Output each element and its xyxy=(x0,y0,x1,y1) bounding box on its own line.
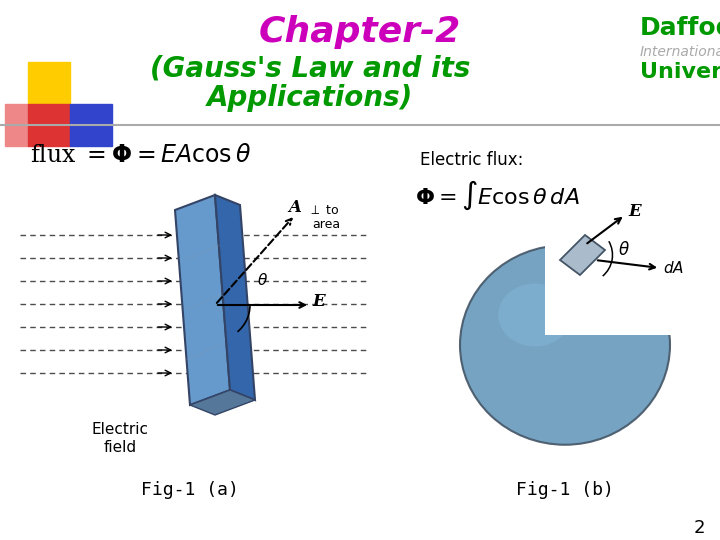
Polygon shape xyxy=(560,235,605,275)
Text: Fig-1 (b): Fig-1 (b) xyxy=(516,481,614,499)
Text: A: A xyxy=(288,199,301,217)
Bar xyxy=(70,104,112,146)
Text: Chapter-2: Chapter-2 xyxy=(259,15,461,49)
Polygon shape xyxy=(545,230,680,334)
Ellipse shape xyxy=(460,245,670,445)
Text: $\theta$: $\theta$ xyxy=(618,241,630,259)
Polygon shape xyxy=(190,390,255,415)
Text: $\perp$ to: $\perp$ to xyxy=(308,204,339,217)
Bar xyxy=(28,62,70,104)
Text: 2: 2 xyxy=(693,519,705,537)
Text: Electric flux:: Electric flux: xyxy=(420,151,523,169)
Text: field: field xyxy=(104,441,137,456)
Ellipse shape xyxy=(498,284,572,347)
Text: $\mathbf{\Phi} = \int \mathit{E} \cos\theta\,\mathit{dA}$: $\mathbf{\Phi} = \int \mathit{E} \cos\th… xyxy=(415,178,580,212)
Text: flux $= \mathbf{\Phi} = \mathit{EA}\cos\theta$: flux $= \mathbf{\Phi} = \mathit{EA}\cos\… xyxy=(30,144,251,166)
Text: Electric: Electric xyxy=(91,422,148,437)
Text: Applications): Applications) xyxy=(207,84,413,112)
Text: $dA$: $dA$ xyxy=(663,260,684,276)
Text: area: area xyxy=(312,219,340,232)
Text: International: International xyxy=(640,45,720,59)
Text: (Gauss's Law and its: (Gauss's Law and its xyxy=(150,54,470,82)
Text: Fig-1 (a): Fig-1 (a) xyxy=(141,481,239,499)
Polygon shape xyxy=(215,195,255,400)
Text: E: E xyxy=(312,294,325,310)
Bar xyxy=(28,104,70,146)
Text: E: E xyxy=(628,204,641,220)
Bar xyxy=(5,104,28,146)
Polygon shape xyxy=(175,195,230,405)
Text: University: University xyxy=(640,62,720,82)
Text: $\theta$: $\theta$ xyxy=(257,272,268,288)
Text: Daffodil: Daffodil xyxy=(640,16,720,40)
